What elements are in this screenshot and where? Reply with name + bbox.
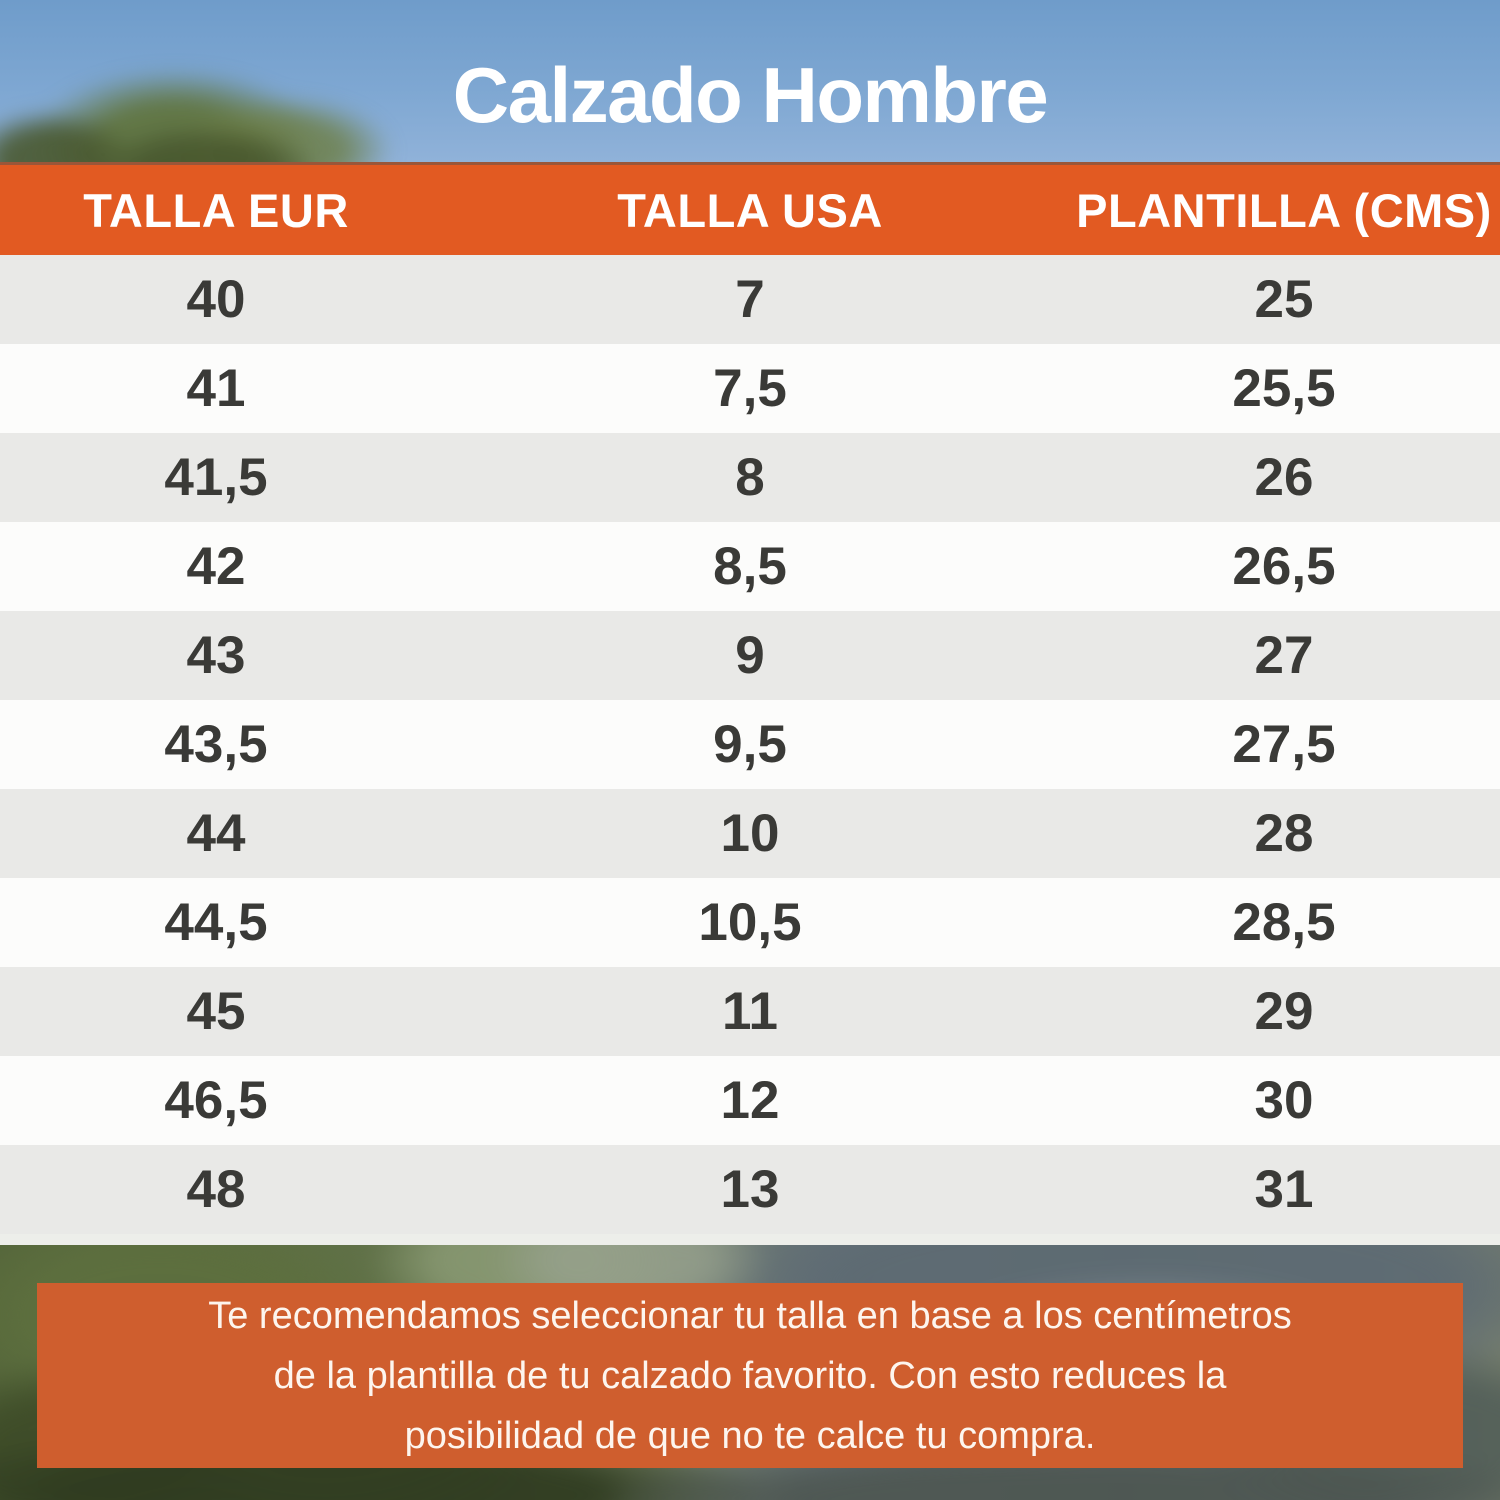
cell-usa: 7,5	[713, 359, 787, 418]
table-row: 43 9 27	[0, 611, 1500, 700]
note-line: posibilidad de que no te calce tu compra…	[404, 1414, 1096, 1457]
table-header-row: TALLA EUR TALLA USA PLANTILLA (CMS)	[0, 162, 1500, 255]
cell-eur: 40	[186, 270, 246, 329]
table-row: 43,5 9,5 27,5	[0, 700, 1500, 789]
cell-eur: 41	[186, 359, 246, 418]
header-talla-eur: TALLA EUR	[83, 183, 349, 237]
page-title: Calzado Hombre	[452, 51, 1049, 139]
cell-usa: 10,5	[698, 893, 802, 952]
table-row: 48 13 31	[0, 1145, 1500, 1234]
cell-cm: 25	[1254, 270, 1314, 329]
cell-eur: 42	[186, 537, 246, 596]
cell-usa: 7	[735, 270, 765, 329]
cell-usa: 9	[735, 626, 765, 685]
cell-cm: 29	[1254, 982, 1314, 1041]
cell-usa: 9,5	[713, 715, 787, 774]
cell-cm: 27,5	[1232, 715, 1336, 774]
tree-foliage-blur	[0, 0, 1500, 162]
note-line: Te recomendamos seleccionar tu talla en …	[208, 1294, 1292, 1337]
cell-eur: 43	[186, 626, 246, 685]
table-row: 44,5 10,5 28,5	[0, 878, 1500, 967]
cell-cm: 28,5	[1232, 893, 1336, 952]
cell-usa: 13	[720, 1160, 780, 1219]
cell-eur: 44,5	[164, 893, 268, 952]
table-row: 46,5 12 30	[0, 1056, 1500, 1145]
cell-eur: 44	[186, 804, 246, 863]
cell-usa: 12	[720, 1071, 780, 1130]
cell-cm: 26,5	[1232, 537, 1336, 596]
table-row: 45 11 29	[0, 967, 1500, 1056]
header-plantilla-cms: PLANTILLA (CMS)	[1076, 183, 1492, 237]
cell-cm: 30	[1254, 1071, 1314, 1130]
note-line: de la plantilla de tu calzado favorito. …	[273, 1354, 1227, 1397]
table-row: 40 7 25	[0, 255, 1500, 344]
recommendation-note: Te recomendamos seleccionar tu talla en …	[37, 1283, 1463, 1468]
cell-cm: 26	[1254, 448, 1314, 507]
cell-usa: 8	[735, 448, 765, 507]
table-row: 41,5 8 26	[0, 433, 1500, 522]
table-bottom-strip	[0, 1234, 1500, 1245]
background-sky-photo	[0, 0, 1500, 162]
header-talla-usa: TALLA USA	[617, 183, 883, 237]
size-table: TALLA EUR TALLA USA PLANTILLA (CMS) 40 7…	[0, 162, 1500, 1245]
cell-usa: 8,5	[713, 537, 787, 596]
cell-cm: 28	[1254, 804, 1314, 863]
cell-eur: 48	[186, 1160, 246, 1219]
cell-eur: 46,5	[164, 1071, 268, 1130]
cell-cm: 25,5	[1232, 359, 1336, 418]
cell-eur: 45	[186, 982, 246, 1041]
cell-cm: 27	[1254, 626, 1314, 685]
cell-cm: 31	[1254, 1160, 1314, 1219]
cell-usa: 10	[720, 804, 780, 863]
table-row: 44 10 28	[0, 789, 1500, 878]
cell-usa: 11	[721, 982, 779, 1041]
cell-eur: 43,5	[164, 715, 268, 774]
table-row: 42 8,5 26,5	[0, 522, 1500, 611]
table-row: 41 7,5 25,5	[0, 344, 1500, 433]
cell-eur: 41,5	[164, 448, 268, 507]
